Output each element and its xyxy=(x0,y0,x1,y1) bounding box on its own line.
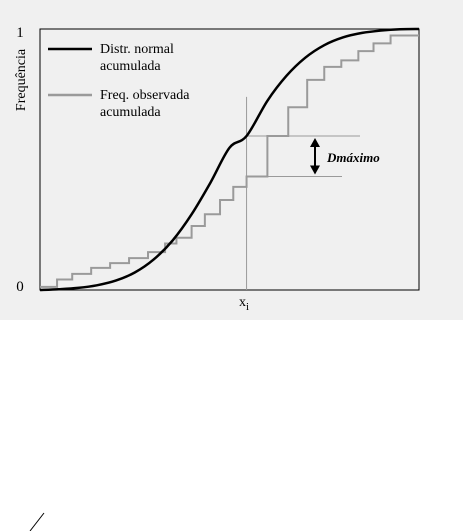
xi-label-sub: i xyxy=(246,301,249,313)
legend-label-normal: Distr. normal xyxy=(100,42,174,57)
y-tick-label-bottom: 0 xyxy=(16,279,24,295)
xi-label-main: x xyxy=(239,295,246,310)
stray-mark-line xyxy=(29,512,45,531)
series-normal-cdf-line xyxy=(39,27,420,292)
dmax-arrow-head-up xyxy=(310,138,320,148)
series-observed-step-line xyxy=(40,34,419,288)
y-axis-label: Frequência xyxy=(14,48,29,111)
chart-svg: Frequência 1 0 xi Dmáximo Distr. normal … xyxy=(14,25,420,313)
data-layer xyxy=(39,27,420,292)
legend: Distr. normal acumulada Freq. observada … xyxy=(48,42,190,120)
legend-label-observed: Freq. observada xyxy=(100,88,190,103)
dmax-arrow-head-down xyxy=(310,165,320,175)
plot-area-border xyxy=(39,28,420,291)
legend-label-normal-2: acumulada xyxy=(100,59,161,74)
legend-label-observed-2: acumulada xyxy=(100,105,161,120)
d-max-label: Dmáximo xyxy=(326,150,380,165)
chart-figure: Frequência 1 0 xi Dmáximo Distr. normal … xyxy=(0,0,463,320)
x-tick-label-xi: xi xyxy=(239,295,249,313)
y-tick-label-top: 1 xyxy=(16,25,24,41)
